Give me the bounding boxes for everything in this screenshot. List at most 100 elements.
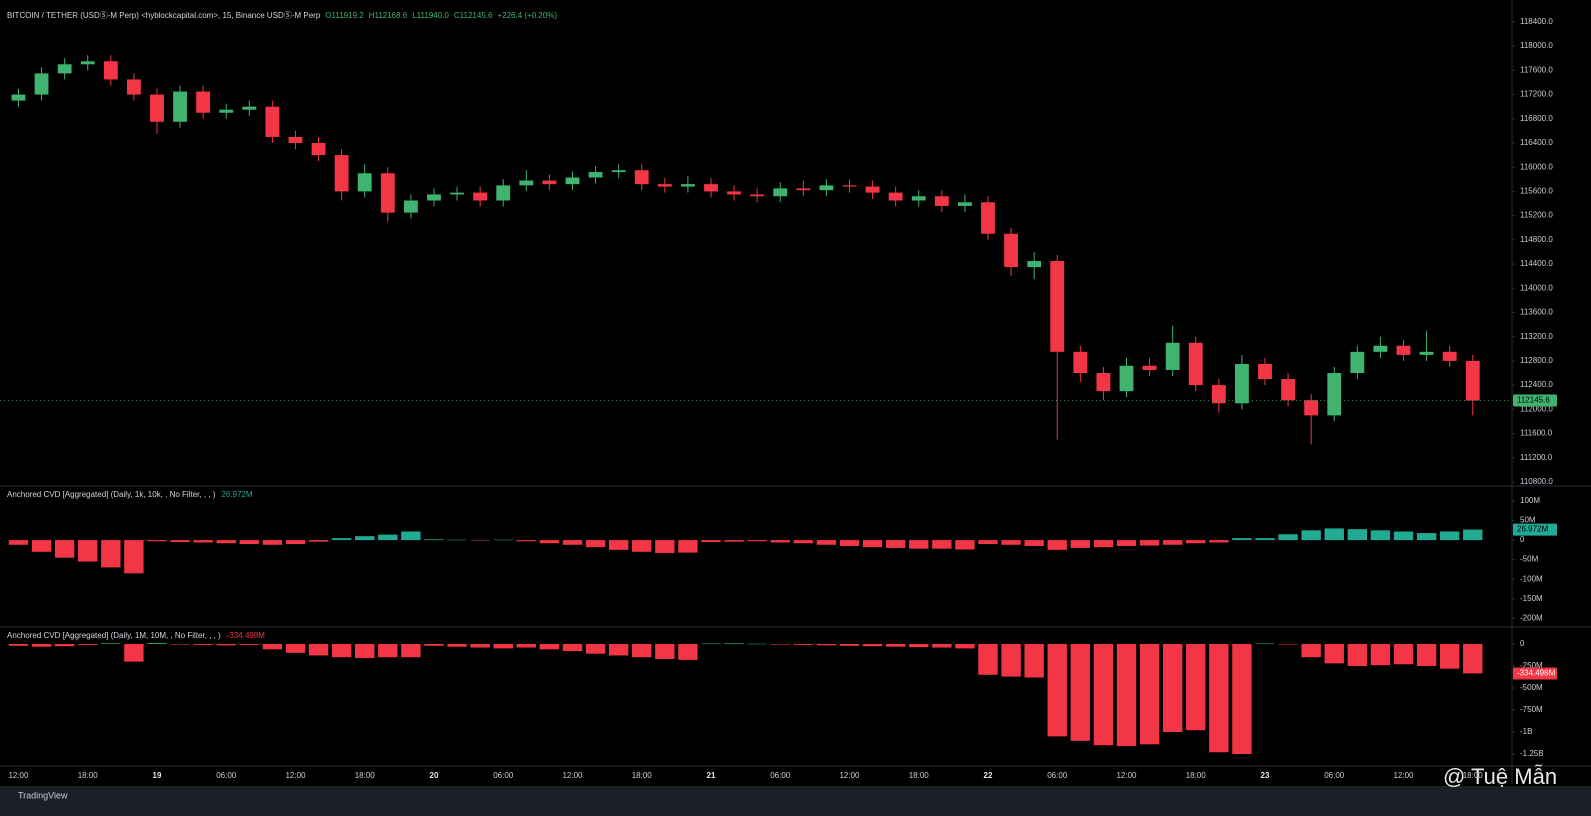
x-tick-label: 06:00 [1324,771,1345,780]
cvd-bar [170,644,190,645]
y-tick-label: 118000.0 [1520,41,1553,50]
cvd-bar [8,644,29,646]
cvd-bar [724,643,744,645]
candle-body [519,180,534,186]
cvd-bar [816,644,837,646]
cvd-bar [539,644,560,650]
y-tick-label: 100M [1520,496,1540,505]
cvd-bar [1301,530,1321,541]
cvd-bar [101,643,121,645]
candle-body [588,172,603,178]
candle-body [126,79,141,95]
cvd-bar [1232,538,1252,541]
cvd-bar [31,540,52,552]
cvd-bar [816,540,837,545]
cvd-bar [1439,531,1460,541]
candle-body [80,61,95,65]
x-tick-label: 20 [430,771,439,780]
cvd-bar [401,531,421,541]
cvd-bar [424,539,444,541]
cvd-bar [632,644,652,658]
cvd-bar [124,540,144,574]
cvd-bar [839,644,860,646]
y-tick-label: 115600.0 [1520,187,1553,196]
y-tick-label: 113600.0 [1520,308,1553,317]
cvd-bar [124,644,144,662]
x-tick-label: 12:00 [1116,771,1137,780]
y-tick-label: -1B [1520,727,1532,736]
y-tick-label: 0 [1520,535,1525,544]
cvd-bar [839,540,860,546]
cvd-bar [262,644,283,650]
candle-body [611,170,626,173]
cvd-bar [78,540,98,562]
cvd-bar [539,540,560,544]
candle-body [242,106,257,110]
cvd-bar [1162,540,1183,545]
last-value-box [1513,667,1557,680]
candle-body [427,194,441,201]
x-tick-label: 12:00 [1393,771,1414,780]
candle-body [981,202,995,234]
cvd-bar [355,644,375,659]
y-tick-label: -250M [1520,661,1543,670]
candle-body [957,202,972,206]
footer-brand[interactable]: TradingView [18,790,68,800]
cvd-bar [493,644,513,649]
y-tick-label: 116400.0 [1520,138,1553,147]
cvd-bar [1093,644,1114,746]
cvd-bar [1047,644,1067,737]
cvd-bar [1416,533,1437,541]
cvd-bar [1070,540,1091,548]
cvd-bar [909,644,929,648]
candle-body [1350,351,1365,374]
candle-body [1119,365,1134,392]
cvd-bar [1209,540,1229,543]
y-tick-label: 117600.0 [1520,65,1553,74]
ohlc-value: O111919.2 [325,11,364,20]
candle-body [1004,233,1019,268]
candle-body [911,196,926,201]
cvd-bar [1116,540,1137,546]
cvd-bar [54,540,75,558]
y-tick-label: 115200.0 [1520,211,1553,220]
y-tick-label: 116800.0 [1520,114,1553,123]
cvd-bar [1301,644,1321,658]
cvd-bar [1347,644,1368,667]
cvd-bar [101,540,121,568]
ohlc-value: +226.4 (+0.20%) [497,11,557,20]
y-tick-label: 114800.0 [1520,235,1553,244]
cvd-bar [862,644,883,647]
pane-title-text: BITCOIN / TETHER (USDⓈ-M Perp) <hyblockc… [7,11,321,20]
candle-body [1211,385,1226,404]
candle-body [1165,342,1180,370]
cvd-bar [1439,644,1460,669]
cvd-bar [585,644,606,654]
cvd-bar [193,644,213,645]
cvd-bar [678,644,698,660]
cvd-bar [1024,644,1044,678]
candle-body [1188,342,1203,386]
cvd-bar [585,540,606,548]
cvd-bar [1278,644,1298,645]
cvd-bar [355,536,375,541]
cvd-bar [608,540,629,550]
candle-body [1096,373,1111,392]
cvd-bar [31,644,52,647]
cvd-bar [747,643,767,645]
cvd-bar [678,540,698,553]
candle-body [1465,360,1480,401]
y-tick-label: 117200.0 [1520,90,1553,99]
y-tick-label: 113200.0 [1520,332,1553,341]
candle-body [1142,365,1157,370]
candle-body [634,170,649,185]
cvd-bar [1209,644,1229,753]
candle-body [403,200,418,213]
footer-bar [0,786,1591,816]
watermark: @ Tuệ Mẫn [1443,764,1557,789]
cvd-bar [632,540,652,552]
candle-body [865,186,880,193]
cvd-bar [239,644,260,645]
candle-body [334,155,349,192]
